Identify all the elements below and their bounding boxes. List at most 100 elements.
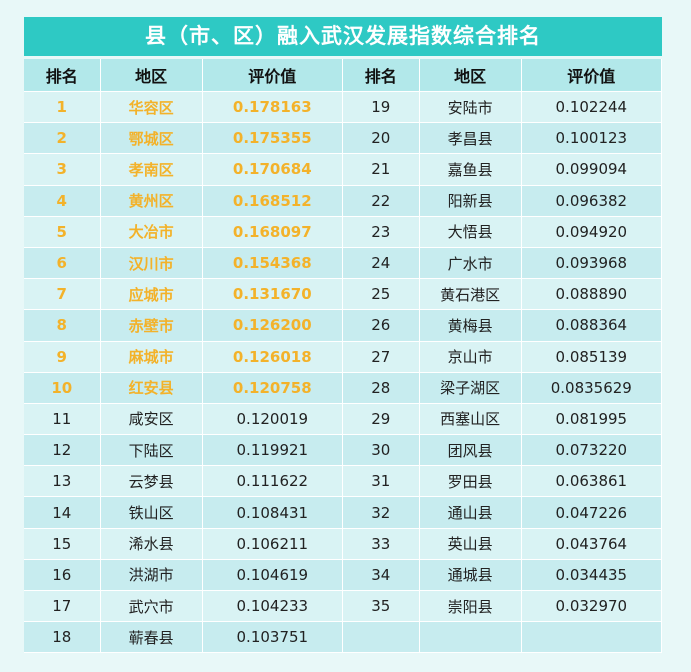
left-value-cell: 0.104233 [202, 591, 343, 623]
right-rank-cell: 31 [342, 466, 420, 498]
right-rank-cell: 29 [342, 403, 420, 436]
right-region-cell: 黄石港区 [419, 279, 522, 311]
left-region-cell: 赤壁市 [100, 310, 203, 342]
left-rank-cell: 9 [24, 341, 101, 373]
left-region-cell: 孝南区 [100, 154, 203, 186]
left-rank-cell: 16 [24, 559, 101, 591]
right-value-cell: 0.073220 [521, 435, 662, 467]
left-rank-cell: 5 [24, 216, 101, 248]
left-region-cell: 华容区 [100, 92, 203, 124]
header-rank-right: 排名 [342, 59, 420, 92]
left-region-cell: 浠水县 [100, 528, 203, 560]
left-value-cell: 0.168512 [202, 185, 343, 217]
table-row: 13 云梦县 0.111622 31 罗田县 0.063861 [24, 466, 662, 498]
left-region-cell: 大冶市 [100, 216, 203, 248]
right-rank-cell: 34 [342, 559, 420, 591]
left-region-cell: 麻城市 [100, 341, 203, 373]
table-row: 6 汉川市 0.154368 24 广水市 0.093968 [24, 247, 662, 280]
right-region-cell: 京山市 [419, 341, 522, 373]
right-rank-cell: 25 [342, 279, 420, 311]
header-row: 排名 地区 评价值 排名 地区 评价值 [24, 59, 662, 92]
right-value-cell: 0.034435 [521, 559, 662, 591]
table-row: 18 蕲春县 0.103751 [24, 622, 662, 654]
left-region-cell: 汉川市 [100, 247, 203, 280]
empty-cell [521, 622, 662, 654]
right-region-cell: 黄梅县 [419, 310, 522, 342]
right-region-cell: 安陆市 [419, 92, 522, 124]
right-region-cell: 通山县 [419, 497, 522, 529]
left-region-cell: 洪湖市 [100, 559, 203, 591]
left-value-cell: 0.168097 [202, 216, 343, 248]
right-rank-cell: 26 [342, 310, 420, 342]
right-rank-cell: 21 [342, 154, 420, 186]
right-value-cell: 0.093968 [521, 247, 662, 280]
left-rank-cell: 11 [24, 403, 101, 436]
table-row: 15 浠水县 0.106211 33 英山县 0.043764 [24, 528, 662, 560]
right-rank-cell: 33 [342, 528, 420, 560]
left-value-cell: 0.104619 [202, 559, 343, 591]
right-value-cell: 0.094920 [521, 216, 662, 248]
right-region-cell: 通城县 [419, 559, 522, 591]
table-row: 16 洪湖市 0.104619 34 通城县 0.034435 [24, 559, 662, 591]
empty-cell [342, 622, 420, 654]
left-rank-cell: 17 [24, 591, 101, 623]
right-value-cell: 0.047226 [521, 497, 662, 529]
right-value-cell: 0.099094 [521, 154, 662, 186]
right-region-cell: 梁子湖区 [419, 372, 522, 404]
left-rank-cell: 14 [24, 497, 101, 529]
left-rank-cell: 18 [24, 622, 101, 654]
table-row: 17 武穴市 0.104233 35 崇阳县 0.032970 [24, 591, 662, 623]
table-row: 2 鄂城区 0.175355 20 孝昌县 0.100123 [24, 123, 662, 155]
left-rank-cell: 1 [24, 92, 101, 124]
left-region-cell: 铁山区 [100, 497, 203, 529]
left-rank-cell: 4 [24, 185, 101, 217]
left-rank-cell: 10 [24, 372, 101, 404]
ranking-table-container: 县（市、区）融入武汉发展指数综合排名 排名 地区 评价值 排名 地区 评价值 1… [24, 17, 662, 654]
left-rank-cell: 8 [24, 310, 101, 342]
left-rank-cell: 3 [24, 154, 101, 186]
right-value-cell: 0.0835629 [521, 372, 662, 404]
left-value-cell: 0.178163 [202, 92, 343, 124]
right-rank-cell: 23 [342, 216, 420, 248]
right-rank-cell: 27 [342, 341, 420, 373]
right-region-cell: 广水市 [419, 247, 522, 280]
right-value-cell: 0.088364 [521, 310, 662, 342]
right-value-cell: 0.088890 [521, 279, 662, 311]
left-region-cell: 黄州区 [100, 185, 203, 217]
left-value-cell: 0.108431 [202, 497, 343, 529]
right-region-cell: 英山县 [419, 528, 522, 560]
left-value-cell: 0.126200 [202, 310, 343, 342]
left-rank-cell: 13 [24, 466, 101, 498]
left-region-cell: 红安县 [100, 372, 203, 404]
right-value-cell: 0.102244 [521, 92, 662, 124]
left-value-cell: 0.175355 [202, 123, 343, 155]
right-region-cell: 孝昌县 [419, 123, 522, 155]
left-rank-cell: 7 [24, 279, 101, 311]
right-value-cell: 0.043764 [521, 528, 662, 560]
table-row: 3 孝南区 0.170684 21 嘉鱼县 0.099094 [24, 154, 662, 186]
left-rank-cell: 12 [24, 435, 101, 467]
right-region-cell: 崇阳县 [419, 591, 522, 623]
right-region-cell: 阳新县 [419, 185, 522, 217]
table-body: 1 华容区 0.178163 19 安陆市 0.102244 2 鄂城区 0.175355 20 孝… [24, 92, 662, 654]
right-rank-cell: 20 [342, 123, 420, 155]
right-value-cell: 0.032970 [521, 591, 662, 623]
left-region-cell: 咸安区 [100, 403, 203, 436]
right-region-cell: 罗田县 [419, 466, 522, 498]
right-rank-cell: 32 [342, 497, 420, 529]
right-rank-cell: 35 [342, 591, 420, 623]
left-value-cell: 0.131670 [202, 279, 343, 311]
header-region-left: 地区 [100, 59, 203, 92]
header-region-right: 地区 [419, 59, 522, 92]
table-row: 9 麻城市 0.126018 27 京山市 0.085139 [24, 341, 662, 373]
table-row: 10 红安县 0.120758 28 梁子湖区 0.0835629 [24, 372, 662, 404]
table-title: 县（市、区）融入武汉发展指数综合排名 [24, 17, 662, 56]
table-row: 12 下陆区 0.119921 30 团风县 0.073220 [24, 435, 662, 467]
header-value-right: 评价值 [521, 59, 662, 92]
table-row: 7 应城市 0.131670 25 黄石港区 0.088890 [24, 279, 662, 311]
empty-cell [419, 622, 522, 654]
right-region-cell: 大悟县 [419, 216, 522, 248]
right-rank-cell: 28 [342, 372, 420, 404]
left-rank-cell: 6 [24, 247, 101, 280]
table-row: 4 黄州区 0.168512 22 阳新县 0.096382 [24, 185, 662, 217]
